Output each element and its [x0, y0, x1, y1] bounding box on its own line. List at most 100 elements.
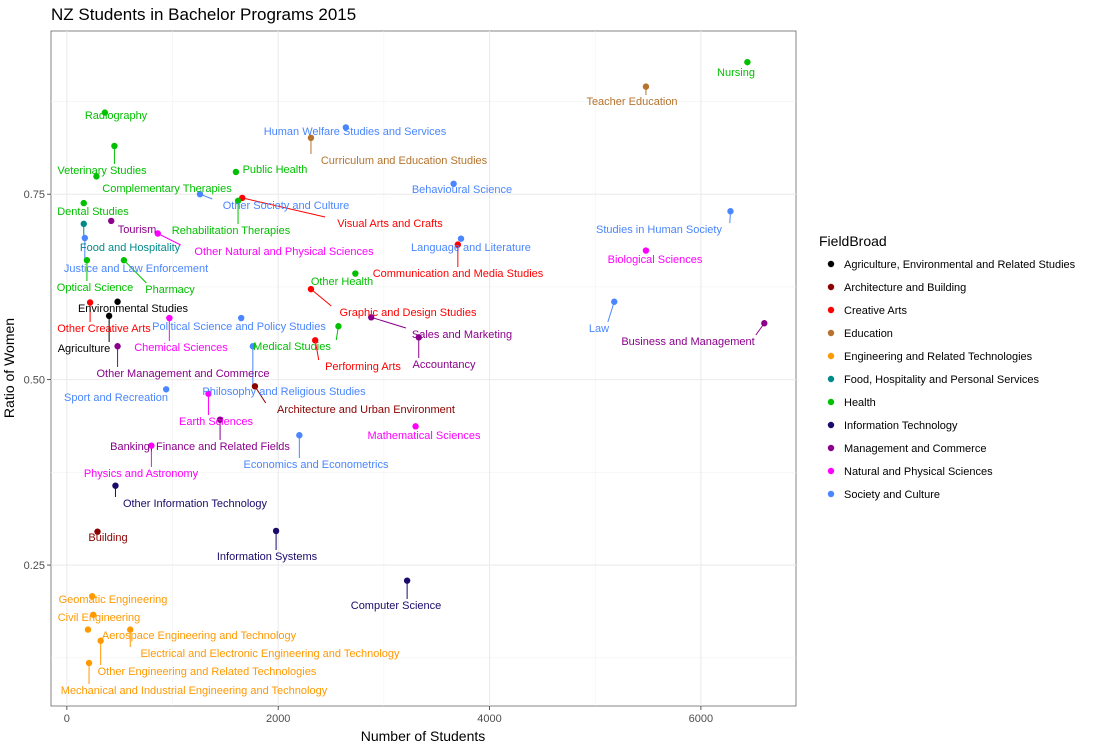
- point-label: Earth Sciences: [179, 416, 253, 428]
- data-point: [415, 334, 422, 341]
- data-point: [642, 247, 650, 254]
- point-label: Accountancy: [413, 359, 476, 371]
- point-label: Sales and Marketing: [412, 329, 512, 341]
- data-point: [101, 109, 109, 116]
- point-label: Philosophy and Religious Studies: [202, 386, 366, 398]
- legend-key: [827, 375, 835, 383]
- data-point: [307, 285, 315, 293]
- point-label: Medical Studies: [253, 341, 331, 353]
- point-label: Geomatic Engineering: [59, 594, 168, 606]
- data-point: [457, 235, 465, 242]
- legend-key: [827, 306, 835, 314]
- legend-label: Creative Arts: [844, 305, 907, 317]
- chart-title: NZ Students in Bachelor Programs 2015: [51, 5, 356, 24]
- point-label: Other Society and Culture: [223, 200, 350, 212]
- point-label: Pharmacy: [145, 284, 195, 296]
- data-point: [216, 416, 224, 423]
- legend-key: [827, 352, 835, 360]
- point-label: Language and Literature: [411, 242, 531, 254]
- label-connector: [371, 316, 407, 329]
- point-label: Architecture and Urban Environment: [277, 404, 455, 416]
- point-label: Civil Engineering: [58, 612, 141, 624]
- data-point: [249, 343, 257, 350]
- data-point: [335, 323, 342, 330]
- data-point: [90, 611, 97, 618]
- data-point: [342, 124, 350, 131]
- point-label: Banking, Finance and Related Fields: [110, 441, 290, 453]
- data-point: [112, 482, 119, 489]
- point-label: Economics and Econometrics: [244, 459, 389, 471]
- legend-items: Agriculture, Environmental and Related S…: [827, 259, 1076, 501]
- data-point: [154, 230, 161, 237]
- label-connectors: [83, 86, 765, 684]
- data-point: [114, 343, 121, 350]
- point-label: Other Management and Commerce: [96, 368, 269, 380]
- data-point: [412, 423, 419, 430]
- data-point: [367, 314, 375, 321]
- data-point: [761, 320, 768, 327]
- legend: FieldBroad Agriculture, Environmental an…: [819, 233, 1076, 501]
- y-axis-title: Ratio of Women: [1, 318, 17, 418]
- point-label: Visual Arts and Crafts: [337, 218, 443, 230]
- x-axis-title: Number of Students: [361, 728, 486, 744]
- point-label: Complementary Therapies: [102, 183, 232, 195]
- data-point: [111, 142, 118, 150]
- data-point: [85, 659, 93, 667]
- point-label: Other Natural and Physical Sciences: [194, 246, 374, 258]
- point-label: Communication and Media Studies: [373, 268, 544, 280]
- data-point: [744, 58, 751, 66]
- point-label: Chemical Sciences: [134, 342, 228, 354]
- point-label: Food and Hospitality: [80, 242, 181, 254]
- data-point: [234, 197, 242, 205]
- data-point: [86, 299, 94, 306]
- data-point: [205, 390, 212, 397]
- data-point: [403, 577, 411, 584]
- legend-key: [827, 490, 835, 498]
- x-tick-label: 2000: [266, 713, 290, 725]
- data-point: [81, 234, 89, 242]
- point-label: Sport and Recreation: [64, 392, 168, 404]
- data-point: [307, 134, 315, 142]
- data-point: [196, 190, 204, 198]
- label-connector: [254, 386, 267, 404]
- point-label: Human Welfare Studies and Services: [264, 126, 447, 138]
- data-point: [232, 168, 240, 176]
- data-point: [89, 593, 96, 600]
- x-tick-label: 0: [64, 713, 70, 725]
- label-connector: [242, 197, 326, 218]
- point-label: Biological Sciences: [608, 254, 703, 266]
- point-label: Business and Management: [621, 336, 754, 348]
- point-label: Physics and Astronomy: [84, 468, 199, 480]
- plot-panel: [50, 30, 797, 707]
- label-connector: [314, 340, 320, 361]
- legend-key: [827, 421, 835, 429]
- data-labels: Nursing Teacher Education Radiography Human…: [57, 67, 755, 697]
- data-point: [148, 442, 155, 449]
- point-label: Graphic and Design Studies: [340, 307, 477, 319]
- point-label: Performing Arts: [325, 361, 401, 373]
- legend-key: [827, 398, 835, 406]
- data-point: [454, 241, 462, 248]
- point-label: Teacher Education: [586, 96, 677, 108]
- data-point: [93, 173, 100, 180]
- data-point: [97, 637, 104, 644]
- point-label: Information Systems: [217, 551, 318, 563]
- legend-label: Management and Commerce: [844, 443, 986, 455]
- label-connector: [123, 259, 147, 284]
- point-label: Radiography: [85, 110, 148, 122]
- grid-lines: [51, 31, 796, 706]
- data-point: [84, 626, 92, 633]
- legend-label: Architecture and Building: [844, 282, 966, 294]
- legend-label: Agriculture, Environmental and Related S…: [844, 259, 1076, 271]
- label-connector: [607, 301, 615, 323]
- data-point: [450, 180, 457, 188]
- data-points: [80, 58, 768, 667]
- data-point: [114, 298, 121, 305]
- legend-key: [827, 444, 835, 452]
- y-tick-label: 0.50: [24, 375, 45, 387]
- x-tick-label: 6000: [689, 713, 713, 725]
- point-label: Building: [88, 532, 127, 544]
- data-point: [272, 527, 280, 535]
- point-label: Other Engineering and Related Technologi…: [98, 666, 317, 678]
